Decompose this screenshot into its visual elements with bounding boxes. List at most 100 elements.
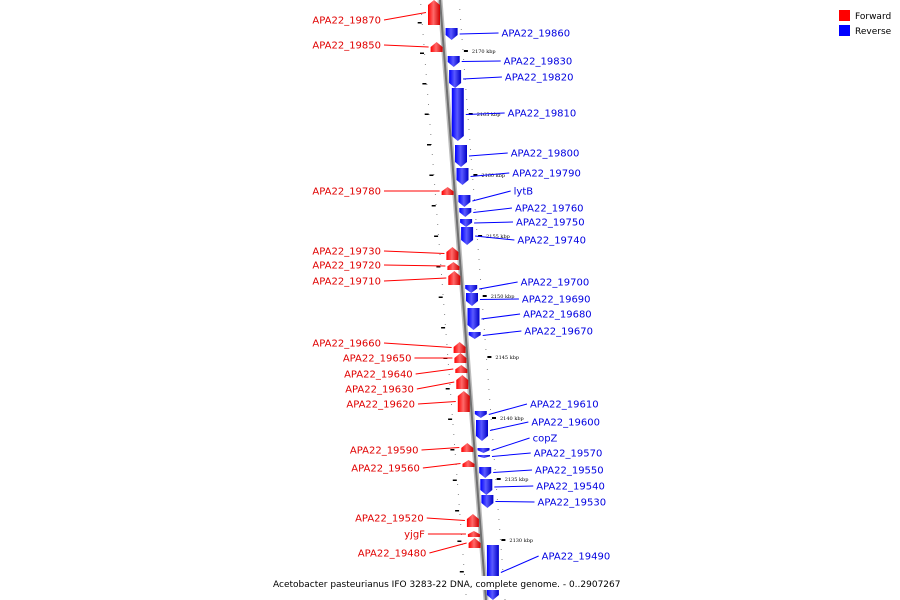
- kbp-tick-label: 2160 kbp: [481, 173, 505, 179]
- reverse-gene-arrow: [451, 88, 464, 141]
- reverse-gene-arrow: [460, 219, 473, 227]
- kbp-tick-mark: [473, 174, 478, 176]
- kbp-tick-mark: [492, 417, 496, 419]
- kbp-tick-label: 2130 kbp: [509, 538, 533, 544]
- forward-gene-label: APA22_19720: [312, 261, 381, 272]
- reverse-gene-label: APA22_19690: [522, 295, 591, 306]
- genome-backbone: [437, 0, 489, 600]
- forward-gene-arrow: [441, 187, 454, 195]
- reverse-gene-arrow: [474, 411, 487, 418]
- reverse-gene-arrow: [455, 145, 467, 167]
- forward-gene-label: APA22_19650: [343, 354, 412, 365]
- legend-forward-swatch: [839, 10, 850, 21]
- reverse-gene-arrow: [467, 308, 480, 330]
- kbp-tick-mark: [487, 356, 492, 358]
- kbp-tick-mark: [501, 539, 506, 541]
- reverse-gene-arrow: [458, 195, 471, 207]
- forward-gene-label: APA22_19630: [345, 385, 414, 396]
- reverse-gene-arrow: [478, 455, 490, 458]
- reverse-gene-label: APA22_19740: [517, 236, 586, 247]
- forward-gene-label: APA22_19520: [355, 514, 424, 525]
- kbp-tick-mark: [478, 235, 483, 237]
- forward-gene-label: APA22_19590: [350, 446, 419, 457]
- kbp-tick-label: 2165 kbp: [477, 112, 501, 118]
- kbp-tick-label: 2145 kbp: [495, 355, 519, 361]
- forward-gene-arrow: [430, 42, 443, 52]
- kbp-tick-label: 2155 kbp: [486, 234, 510, 240]
- reverse-gene-arrow: [481, 495, 494, 508]
- forward-gene-label: yjgF: [404, 530, 425, 541]
- reverse-gene-label: APA22_19800: [511, 149, 580, 160]
- reverse-gene-label: APA22_19490: [542, 552, 611, 563]
- legend-reverse-label: Reverse: [855, 27, 892, 37]
- reverse-gene-arrow: [468, 332, 481, 339]
- reverse-gene-arrow: [445, 28, 458, 40]
- forward-gene-arrow: [448, 271, 461, 285]
- reverse-gene-arrow: [477, 448, 490, 453]
- reverse-gene-label: APA22_19700: [521, 278, 590, 289]
- forward-gene-track: APA22_19870 APA22_19850 APA22_19780 APA22_1…: [312, 0, 481, 560]
- forward-gene-label: APA22_19620: [346, 400, 415, 411]
- reverse-gene-arrow: [461, 227, 474, 245]
- reverse-gene-arrow: [449, 70, 462, 88]
- forward-gene-label: APA22_19730: [312, 247, 381, 258]
- forward-gene-arrow: [468, 538, 481, 548]
- reverse-gene-label: APA22_19670: [524, 327, 593, 338]
- reverse-gene-arrow: [447, 56, 460, 67]
- reverse-gene-arrow: [486, 545, 499, 600]
- reverse-gene-label: APA22_19860: [502, 29, 571, 40]
- kbp-tick-mark: [496, 478, 501, 480]
- reverse-gene-label: APA22_19570: [534, 449, 603, 460]
- forward-gene-arrow: [428, 0, 440, 25]
- forward-gene-arrow: [462, 460, 475, 467]
- forward-gene-label: APA22_19780: [312, 187, 381, 198]
- reverse-gene-arrow: [465, 285, 478, 293]
- reverse-gene-label: APA22_19600: [531, 418, 600, 429]
- reverse-gene-label: APA22_19550: [535, 466, 604, 477]
- reverse-gene-label: APA22_19820: [505, 73, 574, 84]
- forward-gene-label: APA22_19660: [312, 339, 381, 350]
- forward-gene-label: APA22_19870: [312, 16, 381, 27]
- forward-gene-arrow: [453, 342, 466, 353]
- legend-reverse-swatch: [839, 25, 850, 36]
- reverse-gene-arrow: [466, 293, 478, 306]
- kbp-tick-mark: [482, 295, 487, 297]
- kbp-tick-mark: [463, 50, 468, 52]
- forward-gene-arrow: [455, 365, 468, 373]
- forward-gene-label: APA22_19710: [312, 277, 381, 288]
- reverse-gene-label: APA22_19790: [512, 169, 581, 180]
- legend: Forward Reverse: [839, 10, 892, 37]
- reverse-gene-label: copZ: [533, 434, 558, 445]
- forward-gene-label: APA22_19640: [344, 370, 413, 381]
- genome-caption: Acetobacter pasteurianus IFO 3283-22 DNA…: [273, 580, 621, 590]
- forward-gene-arrow: [456, 375, 469, 389]
- forward-gene-arrow: [454, 353, 467, 363]
- reverse-gene-track: APA22_19860 APA22_19830 APA22_19820 APA22_1…: [445, 28, 611, 600]
- reverse-gene-label: APA22_19530: [537, 498, 606, 509]
- forward-gene-arrow: [457, 391, 470, 412]
- forward-gene-arrow: [466, 514, 479, 527]
- reverse-gene-arrow: [456, 168, 469, 185]
- reverse-gene-label: APA22_19810: [508, 109, 577, 120]
- kbp-tick-label: 2140 kbp: [500, 416, 524, 422]
- reverse-gene-label: APA22_19760: [515, 204, 584, 215]
- reverse-gene-arrow: [459, 208, 472, 217]
- forward-gene-arrow: [467, 531, 480, 537]
- kbp-tick-label: 2135 kbp: [505, 477, 529, 483]
- reverse-gene-label: APA22_19750: [516, 218, 585, 229]
- legend-forward-label: Forward: [855, 12, 891, 22]
- kbp-ticks: 2170 kbp 2165 kbp 2160 kbp 2155 kbp 2150 kbp…: [417, 22, 533, 573]
- reverse-gene-arrow: [479, 467, 492, 478]
- reverse-gene-label: APA22_19610: [530, 400, 599, 411]
- forward-gene-arrow: [447, 262, 460, 270]
- forward-gene-label: APA22_19480: [358, 549, 427, 560]
- forward-gene-arrow: [446, 247, 459, 260]
- reverse-gene-label: lytB: [514, 187, 534, 198]
- reverse-gene-arrow: [480, 479, 493, 495]
- reverse-gene-label: APA22_19540: [536, 482, 605, 493]
- forward-gene-label: APA22_19850: [312, 41, 381, 52]
- reverse-gene-label: APA22_19680: [523, 310, 592, 321]
- forward-gene-label: APA22_19560: [351, 464, 420, 475]
- kbp-tick-label: 2170 kbp: [472, 49, 496, 55]
